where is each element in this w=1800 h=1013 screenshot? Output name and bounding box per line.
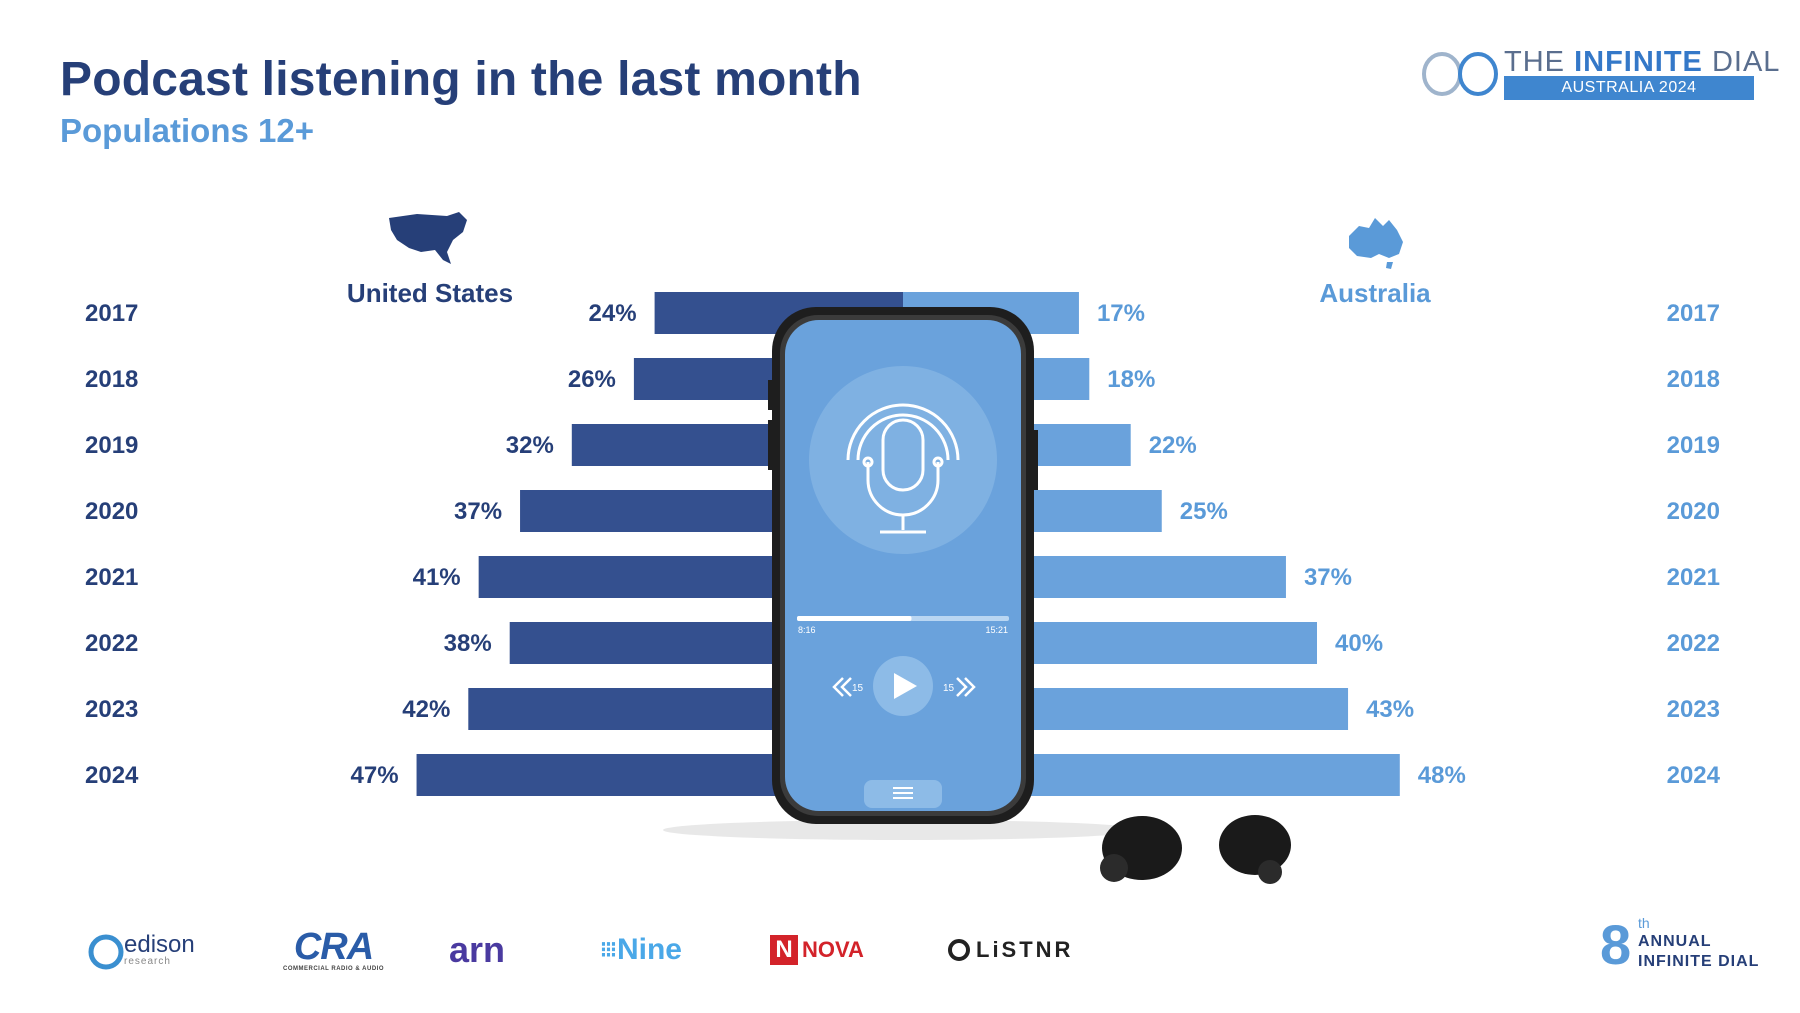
forward-button[interactable]: 15: [943, 677, 976, 697]
forward-icon: [956, 677, 976, 697]
page-subtitle: Populations 12+: [60, 112, 314, 149]
value-label-us-2018: 26%: [568, 366, 616, 393]
year-label-left-2017: 2017: [85, 300, 138, 327]
country-label-us: United States: [346, 278, 514, 308]
play-icon: [894, 673, 917, 699]
nine-logo: ⁝⁝⁝ Nine: [600, 933, 682, 966]
listnr-logo: LiSTNR: [948, 920, 1073, 980]
arn-logo: arn: [449, 929, 506, 970]
year-label-left-2023: 2023: [85, 696, 138, 723]
value-label-au-2020: 25%: [1180, 498, 1228, 525]
year-label-right-2024: 2024: [1667, 762, 1721, 789]
value-label-au-2019: 22%: [1149, 432, 1197, 459]
menu-icon: [893, 787, 913, 799]
cra-logo: CRA COMMERCIAL RADIO & AUDIO: [283, 926, 384, 972]
phone-illustration: 8:16 15:21 15 15: [663, 307, 1143, 840]
value-label-us-2023: 42%: [402, 696, 450, 723]
year-label-left-2021: 2021: [85, 564, 138, 591]
year-label-right-2022: 2022: [1667, 630, 1720, 657]
country-label-au: Australia: [1319, 278, 1431, 308]
rewind-button[interactable]: 15: [832, 677, 864, 697]
nova-n-icon: N: [770, 935, 798, 965]
year-label-right-2019: 2019: [1667, 432, 1720, 459]
year-label-right-2017: 2017: [1667, 300, 1720, 327]
value-label-au-2021: 37%: [1304, 564, 1352, 591]
brand-title: THE INFINITE DIAL: [1504, 46, 1781, 78]
edison-research-logo: edison research: [88, 920, 195, 980]
value-label-us-2020: 37%: [454, 498, 502, 525]
year-label-left-2018: 2018: [85, 366, 138, 393]
listnr-ring-icon: [948, 939, 970, 961]
value-label-us-2022: 38%: [444, 630, 492, 657]
value-label-au-2017: 17%: [1097, 300, 1145, 327]
elapsed-time: 8:16: [798, 625, 816, 635]
year-label-right-2023: 2023: [1667, 696, 1720, 723]
rewind-icon: [832, 677, 852, 697]
year-label-left-2019: 2019: [85, 432, 138, 459]
year-label-right-2021: 2021: [1667, 564, 1720, 591]
value-label-au-2024: 48%: [1418, 762, 1466, 789]
value-label-us-2019: 32%: [506, 432, 554, 459]
nova-logo: N NOVA: [770, 920, 864, 980]
year-label-left-2020: 2020: [85, 498, 138, 525]
brand-edition: AUSTRALIA 2024: [1504, 76, 1754, 100]
edison-e-icon: [88, 934, 124, 970]
value-label-au-2023: 43%: [1366, 696, 1414, 723]
value-label-au-2018: 18%: [1107, 366, 1155, 393]
progress-bar[interactable]: [797, 616, 912, 621]
sponsor-logos: edison research CRA COMMERCIAL RADIO & A…: [80, 920, 1780, 980]
infinite-dial-brand: THE INFINITE DIAL AUSTRALIA 2024: [1420, 46, 1779, 102]
svg-text:15: 15: [852, 683, 864, 694]
value-label-us-2021: 41%: [413, 564, 461, 591]
microphone-icon: [846, 403, 960, 534]
us-map-icon: [389, 212, 467, 264]
svg-text:15: 15: [943, 683, 955, 694]
year-label-left-2022: 2022: [85, 630, 138, 657]
infinity-logo-icon: [1422, 52, 1498, 96]
page-title: Podcast listening in the last month: [60, 53, 862, 106]
total-time: 15:21: [985, 625, 1008, 635]
value-label-us-2017: 24%: [589, 300, 637, 327]
year-label-right-2018: 2018: [1667, 366, 1720, 393]
earbuds-illustration: [1100, 815, 1291, 884]
year-label-right-2020: 2020: [1667, 498, 1720, 525]
value-label-us-2024: 47%: [351, 762, 399, 789]
year-label-left-2024: 2024: [85, 762, 139, 789]
australia-map-icon: [1349, 218, 1403, 269]
annual-badge: 8 th ANNUAL INFINITE DIAL: [1600, 913, 1760, 976]
value-label-au-2022: 40%: [1335, 630, 1383, 657]
